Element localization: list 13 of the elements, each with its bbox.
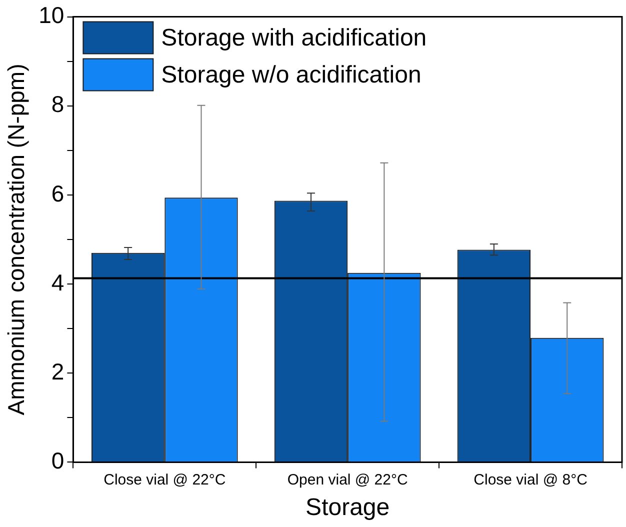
y-tick-label: 0 — [51, 448, 64, 474]
y-tick-label: 2 — [51, 358, 64, 384]
x-tick-label: Close vial @ 22°C — [104, 471, 226, 488]
y-tick-label: 8 — [51, 91, 64, 118]
legend-label: Storage with acidification — [161, 24, 427, 52]
y-tick-label: 6 — [51, 180, 64, 206]
y-axis-title: Ammonium concentration (N-ppm) — [3, 64, 30, 416]
x-tick-label: Close vial @ 8°C — [474, 471, 588, 488]
y-tick-label: 4 — [51, 269, 64, 296]
x-tick-label: Open vial @ 22°C — [287, 471, 408, 488]
y-tick-label: 10 — [38, 2, 64, 28]
x-axis-title: Storage — [306, 494, 390, 522]
legend-label: Storage w/o acidification — [161, 61, 422, 88]
